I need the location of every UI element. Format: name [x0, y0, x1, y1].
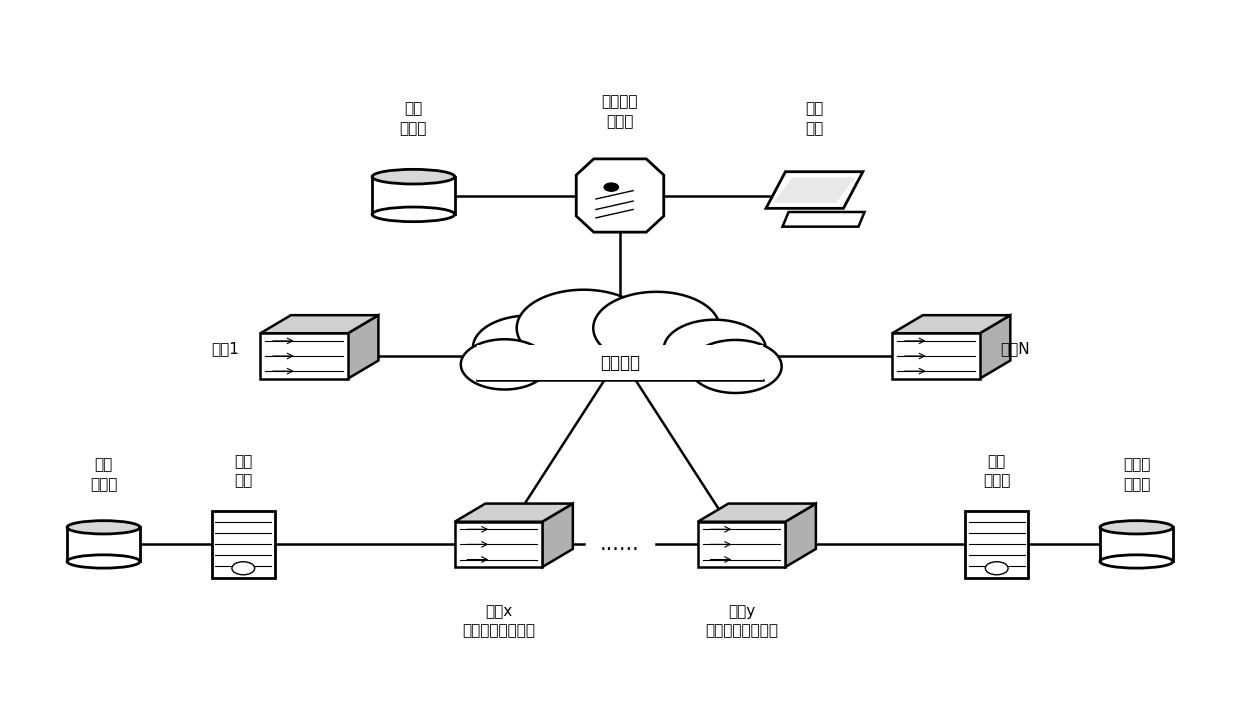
Bar [476, 345, 764, 379]
Bar [67, 528, 140, 562]
Circle shape [472, 315, 585, 379]
Circle shape [604, 183, 619, 192]
Text: ......: ...... [600, 535, 640, 555]
Text: 网元y
（含本地数据库）: 网元y （含本地数据库） [706, 604, 777, 639]
Circle shape [593, 292, 719, 365]
Bar [212, 511, 275, 577]
Polygon shape [689, 340, 781, 393]
Polygon shape [517, 290, 650, 367]
Circle shape [232, 562, 254, 575]
Polygon shape [766, 172, 863, 209]
Polygon shape [260, 315, 378, 333]
Circle shape [689, 340, 781, 393]
Polygon shape [593, 292, 719, 365]
Polygon shape [461, 339, 548, 389]
Text: 源侧
数据库: 源侧 数据库 [89, 457, 118, 492]
Polygon shape [542, 503, 573, 567]
Text: 目的侧
数据库: 目的侧 数据库 [1122, 457, 1151, 492]
Circle shape [986, 562, 1008, 575]
Polygon shape [893, 333, 980, 379]
Ellipse shape [67, 555, 140, 568]
Text: 网元1: 网元1 [211, 342, 239, 357]
Text: 网元N: 网元N [1001, 342, 1029, 357]
Polygon shape [472, 315, 585, 379]
Polygon shape [774, 177, 856, 203]
Polygon shape [577, 159, 663, 232]
Polygon shape [260, 333, 347, 379]
Polygon shape [698, 503, 816, 522]
Text: 网络监测
服务器: 网络监测 服务器 [601, 95, 639, 130]
Polygon shape [663, 320, 766, 378]
Text: 网元x
（含本地数据库）: 网元x （含本地数据库） [463, 604, 534, 639]
Text: 业务
源侧: 业务 源侧 [234, 454, 253, 488]
Text: 监测
数据库: 监测 数据库 [399, 101, 427, 136]
Ellipse shape [67, 520, 140, 534]
Ellipse shape [372, 169, 455, 184]
Bar [965, 511, 1028, 577]
Bar [372, 177, 455, 214]
Polygon shape [785, 503, 816, 567]
Ellipse shape [372, 207, 455, 221]
Circle shape [461, 339, 548, 389]
Polygon shape [455, 522, 542, 567]
Text: 网络互连: 网络互连 [600, 354, 640, 372]
Bar [474, 339, 766, 380]
Ellipse shape [1100, 555, 1173, 568]
Bar [1100, 528, 1173, 562]
Polygon shape [455, 503, 573, 522]
Polygon shape [893, 315, 1011, 333]
Circle shape [663, 320, 766, 378]
Polygon shape [782, 212, 864, 226]
Polygon shape [347, 315, 378, 379]
Polygon shape [698, 522, 785, 567]
Ellipse shape [1100, 520, 1173, 534]
Circle shape [517, 290, 650, 367]
Polygon shape [980, 315, 1011, 379]
Text: 操作
终端: 操作 终端 [805, 101, 823, 136]
Text: 业务
目的侧: 业务 目的侧 [983, 454, 1011, 488]
